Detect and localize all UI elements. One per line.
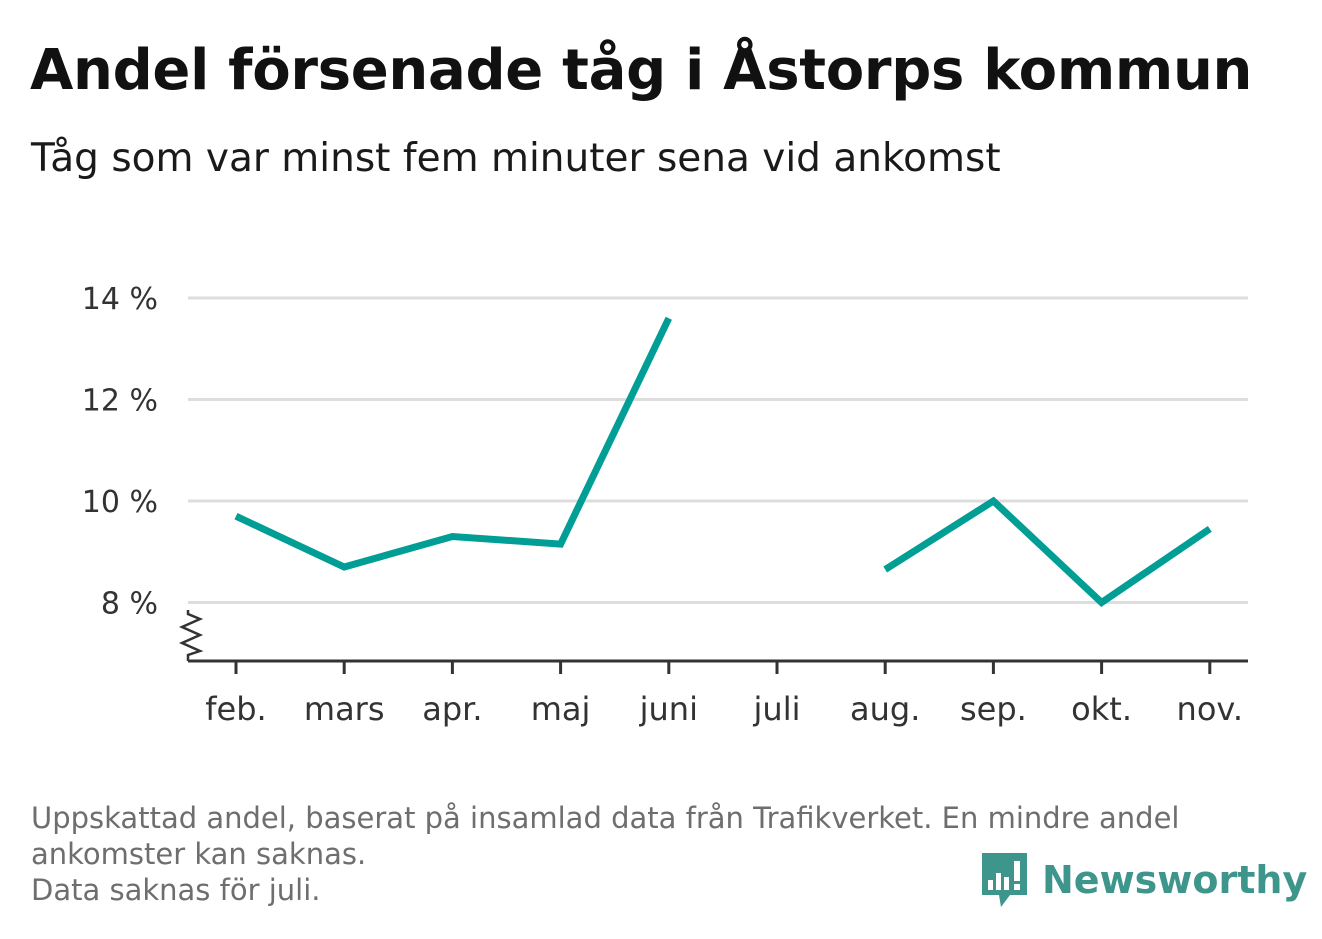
brand-logo: Newsworthy [980, 850, 1307, 910]
y-tick-label: 14 % [82, 282, 158, 317]
x-tick-label: aug. [850, 690, 920, 728]
footnote-line: Uppskattad andel, baserat på insamlad da… [31, 801, 1180, 835]
x-tick-label: juli [753, 690, 801, 728]
axis-break-icon [178, 610, 204, 661]
chart-subtitle: Tåg som var minst fem minuter sena vid a… [31, 136, 1001, 181]
x-tick-label: okt. [1071, 690, 1132, 728]
newsworthy-logo-icon [982, 853, 1027, 907]
series-line [234, 316, 672, 571]
y-tick-label: 8 % [101, 587, 158, 622]
y-tick-label: 10 % [82, 485, 158, 520]
x-tick-label: juni [639, 690, 698, 728]
brand-name: Newsworthy [1042, 858, 1308, 902]
x-tick-label: mars [304, 690, 385, 728]
y-tick-label: 12 % [82, 384, 158, 419]
x-tick-label: feb. [205, 690, 266, 728]
chart-title: Andel försenade tåg i Åstorps kommun [30, 38, 1253, 103]
x-tick-label: apr. [422, 690, 482, 728]
x-tick-label: sep. [960, 690, 1027, 728]
footnote-line: ankomster kan saknas. [31, 837, 367, 871]
series-line [883, 496, 1212, 607]
footnote: Uppskattad andel, baserat på insamlad da… [31, 800, 1281, 908]
x-tick-label: maj [531, 690, 591, 728]
x-tick-label: nov. [1177, 690, 1243, 728]
footnote-line: Data saknas för juli. [31, 873, 321, 907]
